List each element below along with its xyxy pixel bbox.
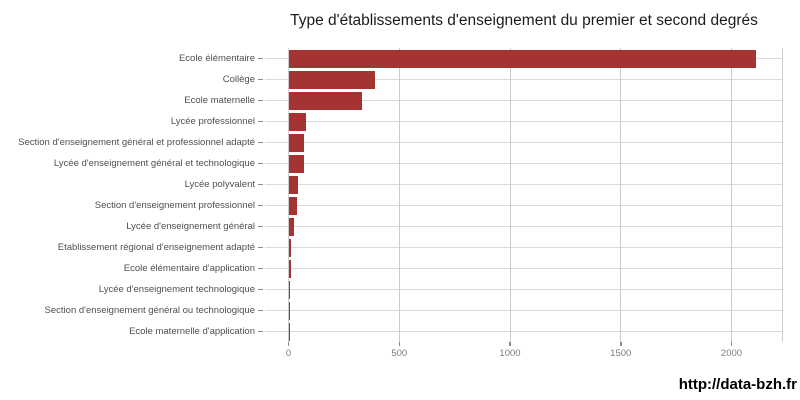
bar (288, 133, 304, 152)
h-gridline (265, 247, 783, 248)
category-label: Etablissement régional d'enseignement ad… (57, 242, 255, 253)
bar (288, 238, 291, 257)
y-axis-tick (258, 78, 263, 81)
y-axis-tick (258, 162, 263, 165)
category-label: Ecole élémentaire (178, 53, 255, 64)
y-axis-tick (258, 225, 263, 228)
panel-edge-gridline (782, 48, 783, 342)
bar (288, 154, 304, 173)
category-label: Section d'enseignement général ou techno… (44, 305, 255, 316)
y-axis-tick (258, 288, 263, 291)
category-label: Section d'enseignement professionnel (94, 200, 255, 211)
y-axis-tick (258, 99, 263, 102)
x-axis-tick (620, 342, 622, 346)
bar (288, 112, 307, 131)
y-axis-tick (258, 267, 263, 270)
y-axis-tick (258, 246, 263, 249)
h-gridline (265, 184, 783, 185)
y-axis-tick (258, 330, 263, 333)
y-axis-tick (258, 183, 263, 186)
h-gridline (265, 205, 783, 206)
category-label: Lycée d'enseignement général et technolo… (53, 158, 255, 169)
y-axis-tick (258, 309, 263, 312)
x-tick-label: 1000 (499, 348, 521, 359)
h-gridline (265, 289, 783, 290)
v-gridline (731, 48, 732, 342)
x-axis-tick (509, 342, 511, 346)
category-label: Ecole maternelle (184, 95, 255, 106)
x-tick-label: 500 (391, 348, 408, 359)
v-gridline (509, 48, 511, 342)
h-gridline (265, 79, 783, 80)
bar (288, 259, 291, 278)
h-gridline (265, 121, 783, 122)
h-gridline (265, 163, 783, 164)
x-tick-label: 2000 (720, 348, 743, 359)
h-gridline (265, 100, 783, 101)
x-axis-tick (398, 342, 400, 346)
y-axis-tick (258, 57, 263, 60)
category-label: Lycée d'enseignement technologique (98, 284, 255, 295)
bar (288, 49, 756, 68)
h-gridline (265, 268, 783, 269)
category-label: Lycée polyvalent (184, 179, 255, 190)
bar (288, 217, 294, 236)
h-gridline (265, 310, 783, 311)
x-tick-label: 1500 (610, 348, 632, 359)
bar (288, 175, 299, 194)
h-gridline (265, 142, 783, 143)
category-label: Collège (222, 74, 255, 85)
v-gridline (620, 48, 622, 342)
bar (288, 280, 290, 299)
h-gridline (265, 331, 783, 332)
h-gridline (265, 226, 783, 227)
category-label: Lycée d'enseignement général (126, 221, 255, 232)
y-axis-tick (258, 120, 263, 123)
bar (288, 70, 375, 89)
y-axis-tick (258, 204, 263, 207)
v-gridline (288, 48, 289, 342)
category-label: Ecole élémentaire d'application (123, 263, 255, 274)
bar (288, 91, 362, 110)
chart-title: Type d'établissements d'enseignement du … (290, 12, 758, 29)
plot-panel (265, 48, 783, 342)
category-label: Lycée professionnel (170, 116, 255, 127)
x-tick-label: 0 (285, 348, 292, 359)
category-label: Ecole maternelle d'application (129, 326, 255, 337)
v-gridline (398, 48, 400, 342)
source-url: http://data-bzh.fr (678, 376, 797, 393)
bar (288, 196, 298, 215)
x-axis-tick (287, 342, 290, 346)
x-axis-tick (730, 342, 733, 346)
y-axis-tick (258, 141, 263, 144)
category-label: Section d'enseignement général et profes… (18, 137, 255, 148)
